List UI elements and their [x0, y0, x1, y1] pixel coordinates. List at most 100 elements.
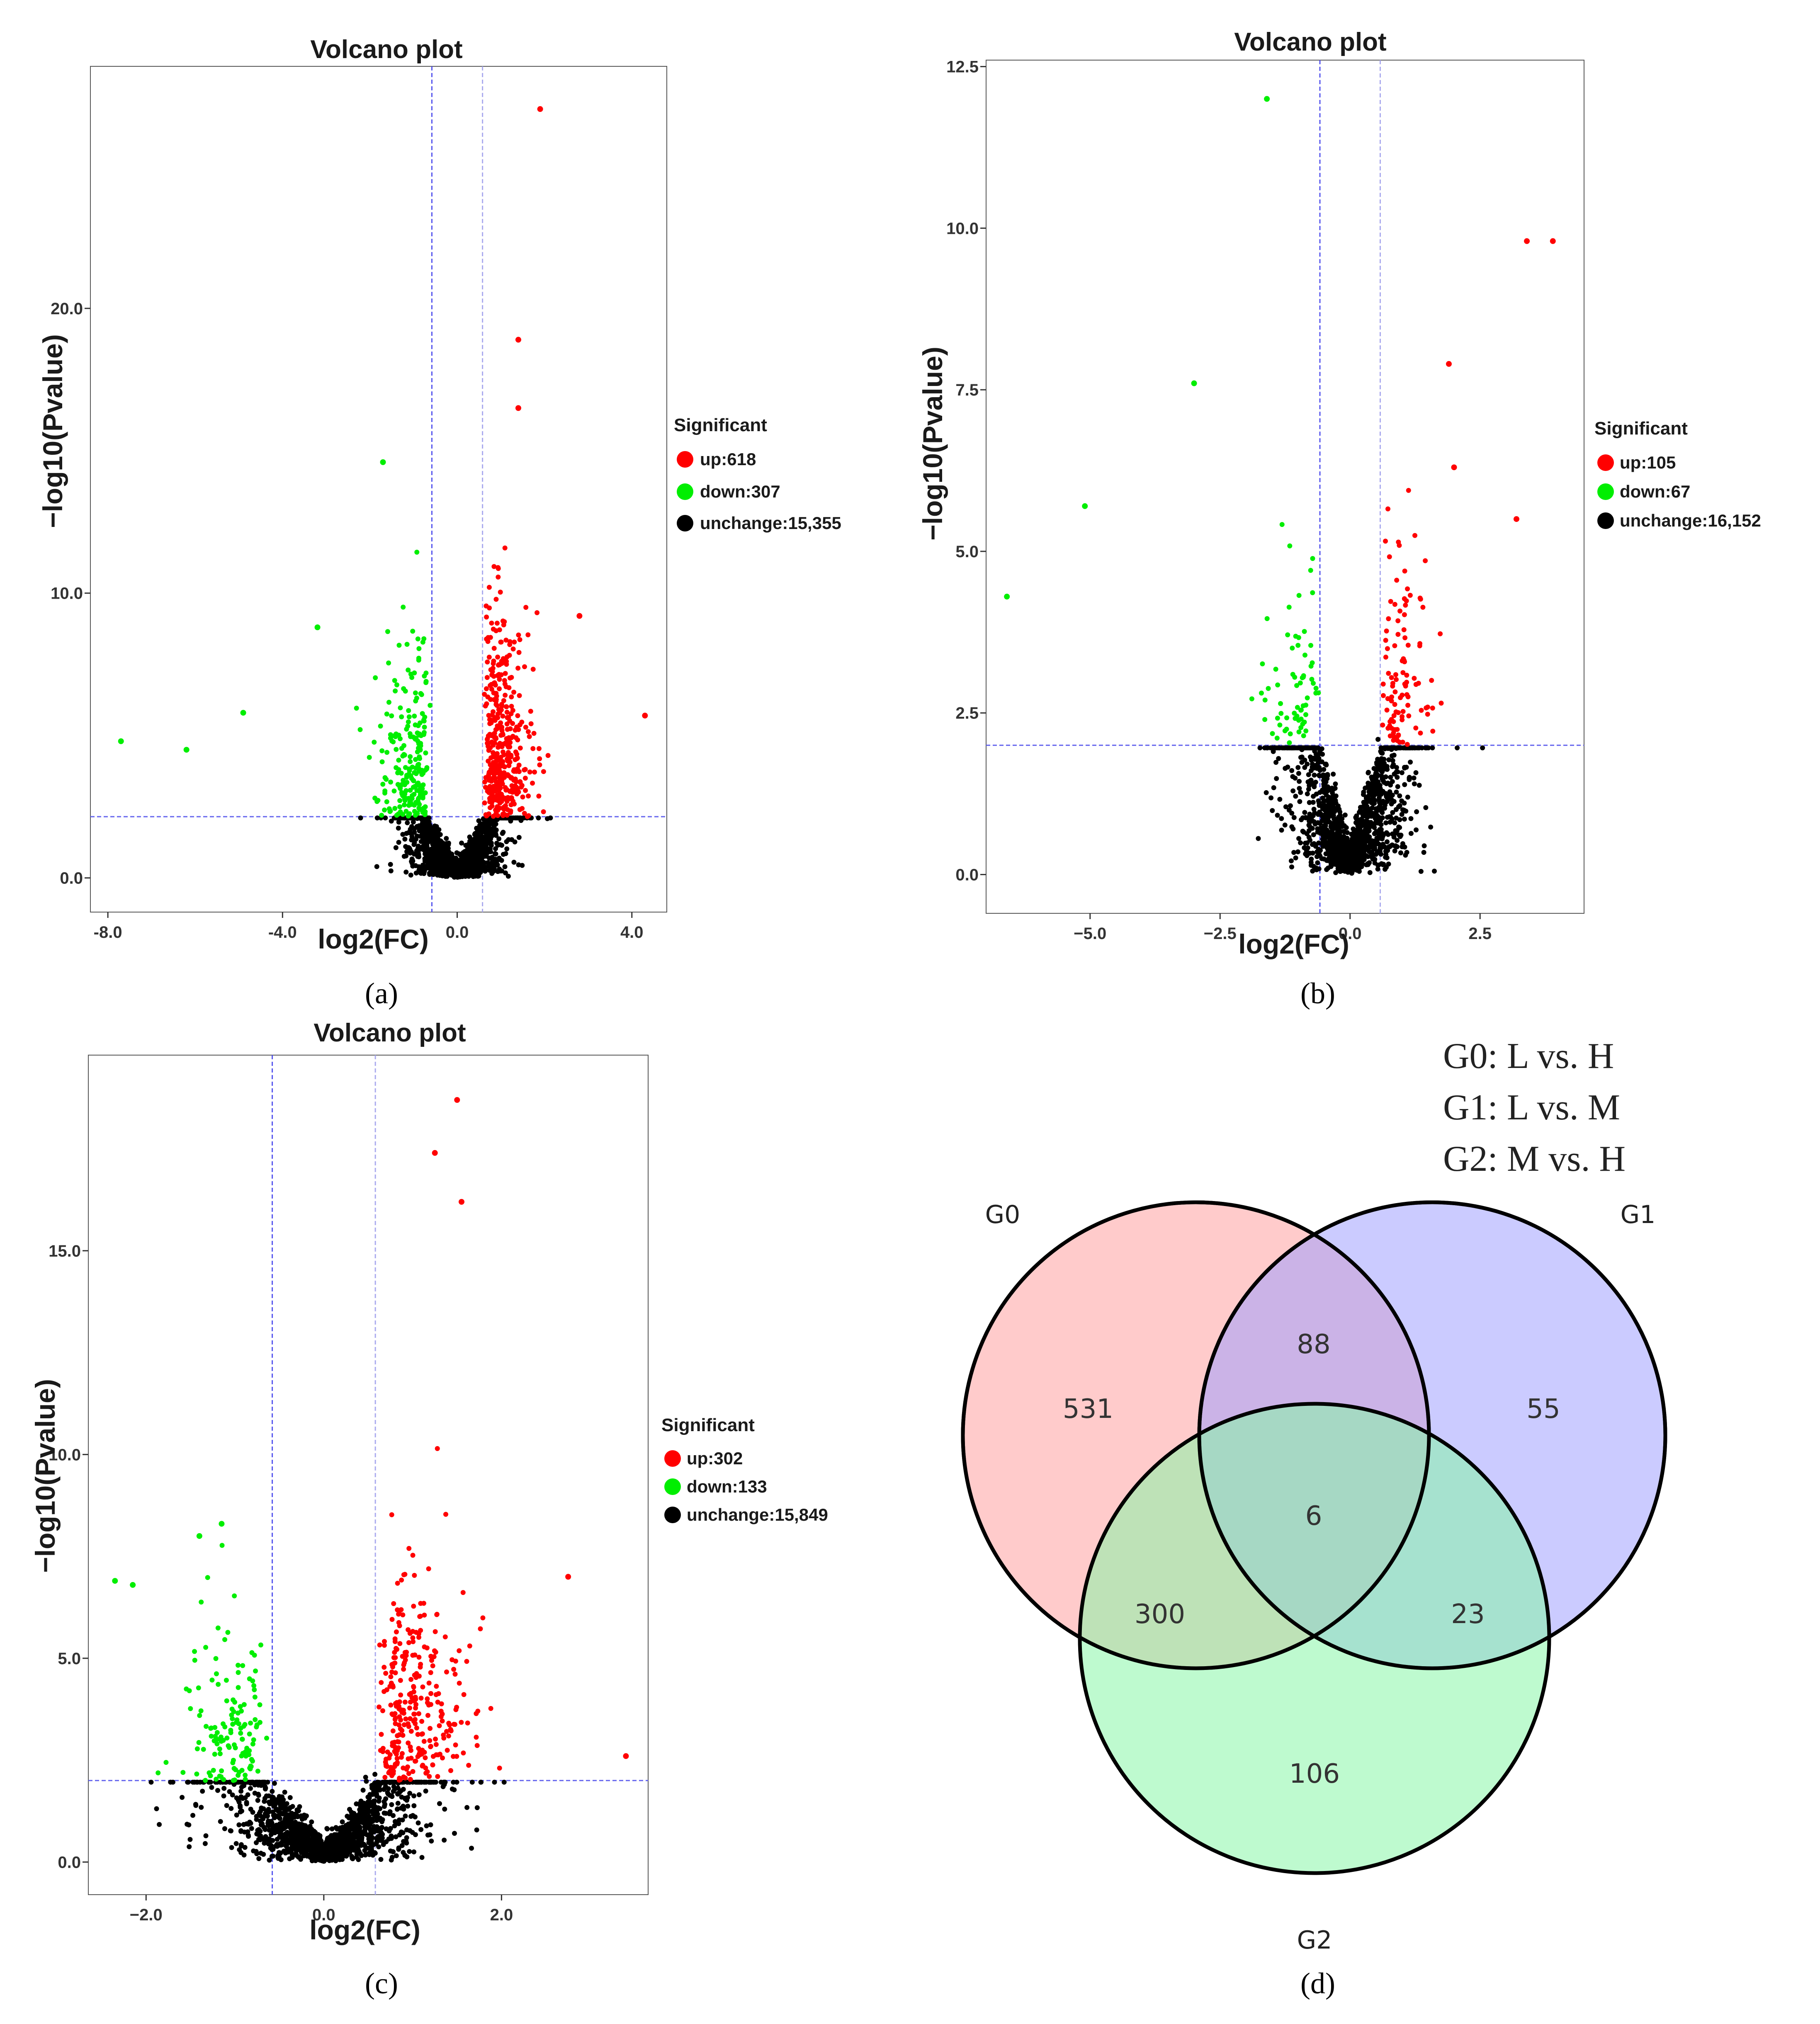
point-up — [493, 779, 499, 784]
point-unchange — [1391, 752, 1397, 758]
point-unchange — [244, 1801, 249, 1807]
point-up — [488, 755, 493, 760]
point-down — [388, 779, 394, 785]
point-up — [515, 755, 520, 761]
point-down — [1308, 643, 1313, 648]
point-down — [1262, 697, 1268, 703]
point-up — [1417, 595, 1423, 601]
point-up — [502, 775, 507, 780]
point-down — [399, 714, 404, 720]
y-tick-label-b: 2.5 — [955, 704, 979, 723]
point-up — [535, 610, 540, 615]
point-unchange — [430, 858, 436, 864]
point-up — [485, 659, 490, 665]
point-down — [1284, 715, 1290, 721]
point-unchange — [516, 835, 522, 840]
point-up — [1385, 696, 1390, 701]
point-up — [1392, 689, 1398, 694]
point-unchange — [405, 1803, 411, 1809]
point-down — [412, 713, 417, 719]
point-unchange — [432, 846, 437, 852]
point-down — [391, 788, 397, 794]
point-unchange — [407, 1791, 413, 1796]
point-down — [410, 764, 415, 770]
point-up — [514, 791, 520, 796]
point-down — [394, 682, 399, 687]
point-up — [537, 762, 542, 767]
point-unchange — [1274, 776, 1279, 781]
point-up — [1388, 599, 1393, 604]
point-down — [354, 706, 359, 711]
point-unchange — [1388, 774, 1393, 780]
point-down — [1249, 696, 1254, 701]
point-unchange — [1289, 768, 1295, 773]
point-unchange — [1386, 757, 1392, 762]
point-down — [421, 718, 427, 724]
point-unchange — [1307, 754, 1313, 760]
point-unchange — [1423, 805, 1429, 810]
point-unchange — [1307, 823, 1312, 829]
point-unchange — [440, 1784, 446, 1789]
point-unchange — [426, 863, 431, 869]
point-unchange — [1308, 860, 1314, 865]
point-unchange — [271, 1803, 277, 1809]
point-unchange — [1296, 836, 1302, 841]
point-unchange — [411, 1849, 417, 1854]
point-up — [507, 653, 512, 658]
point-up — [498, 771, 504, 777]
point-up — [522, 811, 527, 816]
point-up — [1400, 709, 1406, 714]
point-unchange — [402, 836, 408, 842]
point-unchange — [1279, 816, 1284, 821]
point-unchange — [1320, 774, 1326, 779]
point-down — [367, 755, 372, 760]
point-down — [403, 689, 408, 694]
point-down — [1310, 556, 1315, 561]
point-up — [1412, 676, 1417, 681]
point-unchange — [276, 1813, 282, 1818]
point-unchange — [379, 1825, 384, 1830]
point-unchange — [1331, 813, 1336, 818]
point-up — [499, 728, 505, 733]
point-unchange — [1388, 782, 1393, 788]
point-down — [1310, 681, 1316, 686]
point-up — [528, 721, 534, 726]
point-up — [1395, 632, 1401, 637]
volcano-panel-c: Volcano plot −2.0 0.0 2.00.05.010.015.0 lo… — [30, 1019, 828, 2000]
point-unchange — [1334, 860, 1340, 865]
point-unchange — [1293, 855, 1298, 861]
point-down — [1287, 740, 1292, 745]
plot-marks-a — [90, 66, 667, 912]
point-up — [1385, 646, 1390, 651]
point-down — [394, 747, 399, 752]
legend-label-up-b: up:105 — [1620, 453, 1676, 472]
point-up — [520, 806, 525, 811]
point-down — [406, 708, 411, 713]
point-unchange — [1339, 840, 1344, 846]
point-unchange — [1272, 745, 1277, 750]
point-up — [498, 720, 503, 726]
point-down — [392, 806, 398, 811]
panel-label-a: (a) — [365, 977, 398, 1010]
point-unchange — [1293, 794, 1298, 799]
point-down — [404, 726, 409, 732]
point-unchange — [203, 1833, 209, 1838]
point-unchange — [435, 865, 440, 871]
point-unchange — [1310, 781, 1316, 786]
point-unchange — [1342, 868, 1348, 874]
point-unchange — [1390, 758, 1395, 763]
point-up — [495, 565, 501, 570]
point-up — [505, 715, 510, 720]
point-unchange — [1306, 772, 1311, 777]
point-unchange — [1323, 779, 1329, 785]
plot-marks-b — [986, 60, 1584, 913]
point-unchange — [413, 1832, 418, 1837]
point-unchange — [1428, 824, 1434, 830]
point-up — [1407, 592, 1413, 598]
point-down — [1264, 616, 1270, 621]
point-unchange — [1289, 824, 1295, 830]
point-down — [415, 763, 420, 768]
point-unchange — [1335, 803, 1341, 809]
point-unchange — [492, 1779, 497, 1785]
